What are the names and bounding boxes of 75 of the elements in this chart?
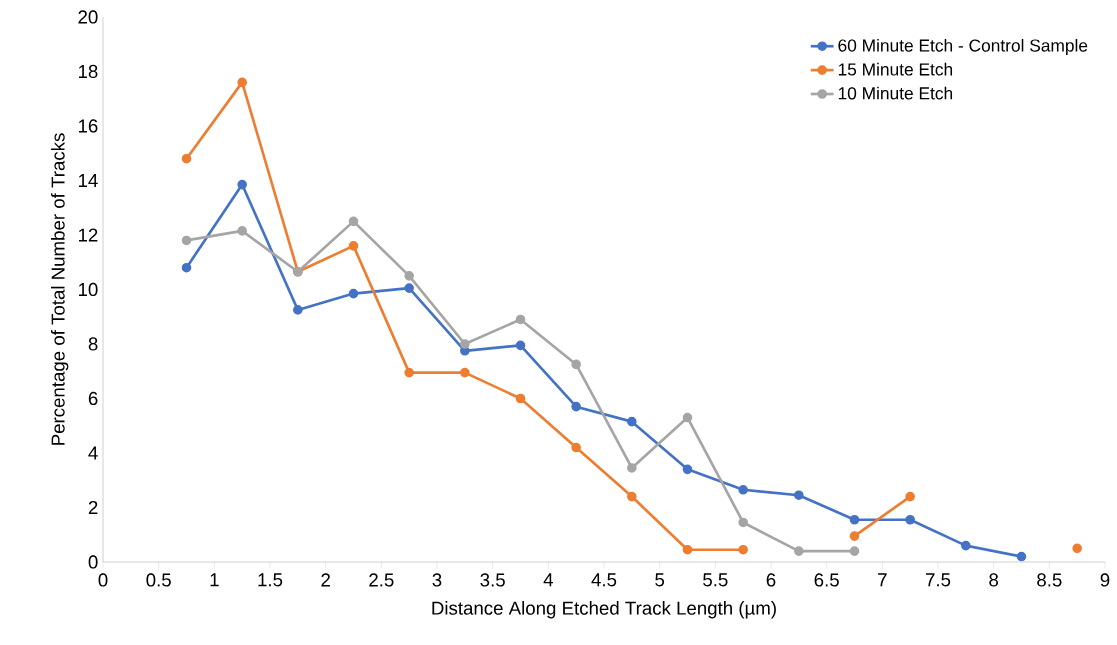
point (515, 314, 526, 325)
y-tick-label: 6 (88, 391, 98, 406)
point (849, 531, 860, 541)
point (515, 393, 526, 404)
point (348, 241, 359, 251)
point (738, 484, 748, 495)
point (237, 226, 247, 236)
point (905, 514, 915, 525)
point (237, 179, 247, 190)
point (1016, 551, 1027, 562)
y-axis-title: Percentage of Total Number of Tracks (50, 133, 69, 445)
x-tick-label: 3 (432, 573, 442, 587)
legend-label: 60 Minute Etch - Control Sample (838, 38, 1088, 56)
point (181, 153, 192, 164)
x-tick-label: 8.5 (1037, 573, 1062, 587)
x-tick-label: 4 (543, 573, 553, 587)
point (571, 359, 581, 370)
x-tick-label: 8 (989, 573, 999, 587)
point (404, 271, 414, 281)
point (961, 540, 971, 551)
y-tick-label: 14 (78, 174, 98, 187)
x-tick-label: 3.5 (480, 573, 505, 587)
x-tick-label: 2 (321, 573, 330, 587)
y-tick-label: 8 (88, 337, 98, 351)
point (682, 464, 693, 475)
point (738, 544, 748, 555)
y-tick-label: 20 (78, 10, 98, 24)
x-tick-label: 6.5 (814, 573, 839, 587)
point (348, 288, 359, 299)
x-tick-label: 0 (98, 573, 108, 587)
point (404, 367, 414, 378)
point (794, 490, 804, 501)
point (515, 340, 526, 351)
point (571, 401, 581, 412)
point (738, 517, 748, 528)
point (181, 235, 192, 246)
x-tick-label: 0.5 (146, 573, 171, 587)
point (181, 262, 192, 273)
point (460, 367, 470, 378)
x-tick-label: 4.5 (591, 573, 617, 587)
x-axis-title: Distance Along Etched Track Length (µm) (432, 601, 776, 619)
point (1072, 543, 1082, 554)
point (348, 216, 359, 227)
point (627, 463, 637, 473)
x-tick-label: 1.5 (258, 573, 283, 587)
point (794, 546, 804, 556)
y-tick-label: 0 (88, 555, 98, 569)
legend-label: 10 Minute Etch (838, 86, 953, 100)
point (404, 283, 414, 293)
x-tick-label: 9 (1100, 573, 1110, 587)
point (237, 77, 247, 88)
y-tick-label: 18 (78, 64, 98, 79)
x-tick-label: 7 (878, 573, 887, 587)
point (571, 442, 581, 453)
point (627, 416, 637, 427)
y-tick-label: 4 (88, 446, 98, 460)
point (460, 339, 470, 349)
legend-label: 15 Minute Etch (838, 62, 953, 76)
point (849, 546, 860, 556)
y-tick-label: 2 (88, 500, 98, 514)
point (905, 491, 915, 502)
x-tick-label: 7.5 (925, 573, 951, 587)
x-tick-label: 6 (766, 573, 776, 587)
point (682, 544, 693, 555)
point (293, 305, 303, 315)
x-tick-label: 5 (655, 573, 665, 587)
y-tick-label: 10 (78, 282, 98, 297)
point (849, 514, 860, 525)
point (682, 412, 693, 423)
x-tick-label: 2.5 (369, 573, 394, 587)
x-tick-label: 5.5 (703, 573, 728, 587)
y-tick-label: 16 (78, 119, 98, 133)
point (627, 491, 637, 502)
x-tick-label: 1 (210, 573, 219, 587)
y-tick-label: 12 (78, 228, 98, 242)
